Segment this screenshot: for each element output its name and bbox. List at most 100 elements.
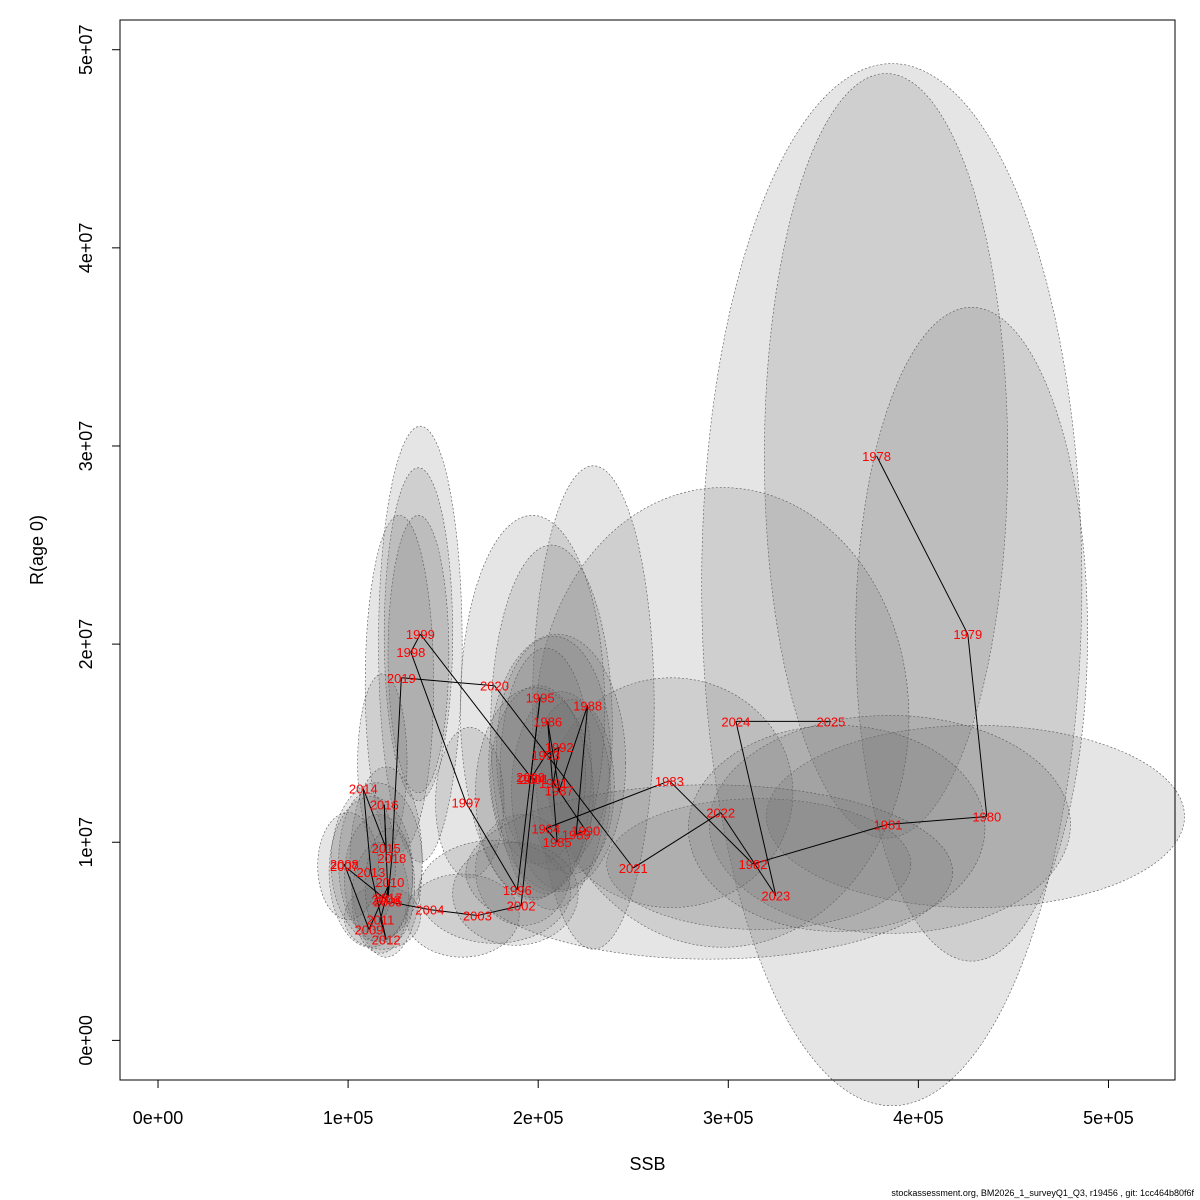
year-label-2020: 2020 [480,679,509,694]
y-tick-label-3: 3e+07 [76,421,96,472]
confidence-ellipse-9 [532,465,655,950]
confidence-ellipse-2 [855,306,1088,962]
year-label-1995: 1995 [526,691,555,706]
year-label-1997: 1997 [452,796,481,811]
trajectory-segment-2010-2011 [379,881,391,920]
confidence-ellipse-23 [387,515,450,794]
year-label-2008: 2008 [330,857,359,872]
trajectory-segment-1980-1981 [887,815,987,825]
year-label-1980: 1980 [972,809,1001,824]
trajectory-segment-1986-1987 [547,721,560,791]
confidence-ellipse-17 [475,814,571,926]
trajectory-segment-2021-2022 [632,812,721,869]
trajectory-segment-1988-1989 [575,705,589,835]
year-label-1988: 1988 [573,699,602,714]
confidence-ellipse-6 [549,677,794,908]
trajectory-segment-1996-1997 [465,802,518,891]
year-label-2005: 2005 [374,895,403,910]
confidence-ellipse-11 [490,544,613,910]
trajectory-segment-2018-2019 [391,677,402,859]
x-tick-label-4: 4e+05 [893,1108,944,1128]
y-tick-label-2: 2e+07 [76,619,96,670]
trajectory-segment-2019-2020 [401,677,495,687]
confidence-ellipse-29 [465,784,953,960]
trajectory-segment-2006-2007 [343,865,387,901]
y-tick-label-4: 4e+07 [76,223,96,274]
confidence-ellipse-16 [490,685,587,865]
year-label-2018: 2018 [377,851,406,866]
trajectory-segment-2002-2003 [477,905,522,917]
x-axis-title: SSB [629,1154,665,1174]
confidence-ellipse-19 [475,687,594,899]
confidence-ellipse-26 [418,839,571,944]
year-label-1991: 1991 [539,776,568,791]
year-label-1978: 1978 [862,449,891,464]
year-label-1987: 1987 [545,784,574,799]
confidence-ellipse-21 [378,425,463,863]
year-label-1992: 1992 [545,740,574,755]
confidence-ellipse-28 [452,841,579,946]
year-label-2022: 2022 [706,806,735,821]
confidence-ellipse-0 [701,63,1083,1107]
confidence-ellipse-8 [688,725,986,932]
axes-layer: 0e+00 1e+05 2e+05 3e+05 4e+05 5e+05 0e+00 1e+07… [27,19,1176,1174]
year-label-2000: 2000 [516,770,545,785]
confidence-ellipse-22 [383,467,453,801]
year-label-2019: 2019 [387,671,416,686]
trajectory-segment-2022-2023 [720,812,777,897]
trajectory-segment-2012-2013 [370,871,387,940]
year-label-2012: 2012 [372,932,401,947]
confidence-ellipse-14 [499,647,592,895]
footer-caption: stockassessment.org, BM2026_1_surveyQ1_Q… [891,1188,1194,1198]
trajectory-segment-2020-2021 [494,685,634,869]
x-tick-label-3: 3e+05 [703,1108,754,1128]
trajectory-segment-2000-2001 [530,776,535,780]
year-label-1982: 1982 [739,857,768,872]
x-tick-label-2: 2e+05 [513,1108,564,1128]
trajectory-segment-1983-1984 [545,780,670,829]
trajectory-segment-1998-1999 [410,633,421,653]
year-label-2015: 2015 [372,841,401,856]
year-label-2025: 2025 [816,714,845,729]
year-label-1983: 1983 [655,774,684,789]
trajectory-segment-2008-2009 [343,863,370,930]
year-label-2002: 2002 [507,899,536,914]
confidence-ellipse-5 [606,798,912,930]
y-axis-title: R(age 0) [27,515,47,585]
year-label-2017: 2017 [374,891,403,906]
trajectory-segment-1992-1993 [545,746,560,756]
confidence-ellipse-24 [364,515,434,853]
trajectory-segment-1997-1998 [410,651,467,803]
trajectory-segment-2023-2024 [735,721,777,896]
confidence-ellipse-31 [330,782,423,942]
year-label-2024: 2024 [721,714,750,729]
year-label-1996: 1996 [503,883,532,898]
year-label-2021: 2021 [619,861,648,876]
y-tick-label-1: 1e+07 [76,817,96,868]
year-label-1986: 1986 [533,714,562,729]
confidence-ellipse-35 [338,792,396,932]
trajectory-segment-2004-2005 [387,901,430,911]
year-label-1981: 1981 [874,817,903,832]
y-tick-label-0: 0e+00 [76,1015,96,1066]
trajectory-segment-1984-1985 [545,828,558,843]
year-label-1999: 1999 [406,627,435,642]
year-label-2009: 2009 [355,922,384,937]
year-label-2001: 2001 [520,772,549,787]
trajectory-segment-2003-2004 [429,909,478,917]
trajectory-segment-2001-2002 [520,778,535,906]
confidence-ellipse-37 [364,828,415,944]
confidence-ellipse-38 [317,812,379,920]
trajectory-segment-1999-2000 [419,633,531,778]
year-label-2014: 2014 [349,782,378,797]
confidence-ellipse-33 [344,885,421,950]
trajectory-segment-2016-2017 [383,804,389,898]
y-tick-label-5: 5e+07 [76,24,96,75]
confidence-ellipse-1 [764,73,1009,839]
year-label-2007: 2007 [330,859,359,874]
trajectory-segment-1978-1979 [876,455,969,635]
trajectory-segment-2009-2010 [368,881,391,930]
year-label-2004: 2004 [415,903,444,918]
trajectory-segment-1979-1980 [967,634,988,817]
